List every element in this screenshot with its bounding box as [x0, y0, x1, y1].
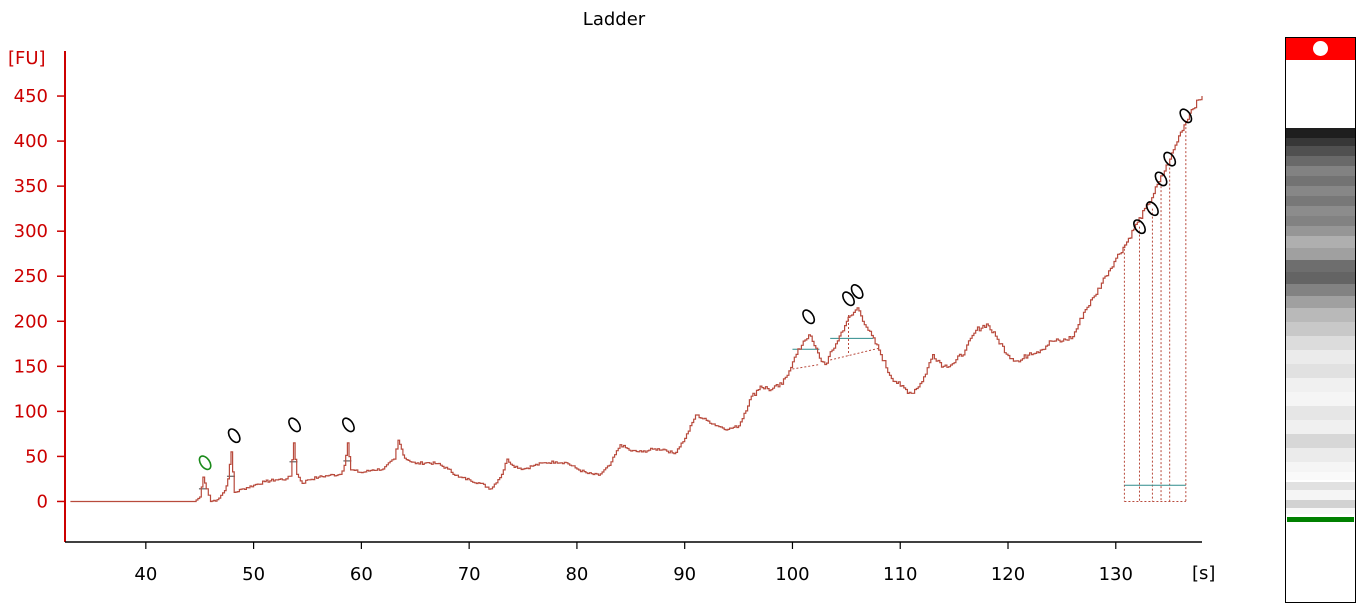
peak-marker: [341, 417, 355, 433]
trace-group: [70, 96, 1203, 503]
gel-band: [1286, 392, 1355, 406]
peak-marker: [842, 291, 855, 307]
gel-band: [1286, 296, 1355, 308]
gel-band: [1286, 272, 1355, 284]
gel-band: [1286, 128, 1355, 138]
gel-band: [1286, 378, 1355, 392]
electropherogram-plot: Ladder [FU] [s] 050100150200250300350400…: [8, 9, 1215, 585]
gel-band: [1286, 248, 1355, 260]
peak-annotations: [198, 123, 1187, 502]
peak-marker: [288, 417, 302, 433]
chart-title: Ladder: [583, 9, 646, 30]
gel-band: [1286, 336, 1355, 350]
y-axis-label: [FU]: [8, 48, 46, 69]
peak-marker: [802, 309, 816, 325]
x-tick-label: 50: [242, 564, 265, 585]
y-tick-label: 0: [37, 491, 48, 512]
x-tick-label: 130: [1099, 564, 1133, 585]
gel-band: [1286, 206, 1355, 216]
x-tick-label: 40: [134, 564, 157, 585]
gel-band: [1286, 260, 1355, 272]
y-tick-label: 400: [14, 131, 48, 152]
y-ticks: 0 50 100 150 200 250 300 350 400 450: [14, 86, 65, 512]
peak-marker: [850, 284, 864, 300]
peak-marker: [1179, 108, 1193, 124]
peak-marker: [1133, 219, 1146, 235]
x-tick-label: 100: [775, 564, 809, 585]
x-tick-label: 60: [350, 564, 373, 585]
gel-band: [1286, 308, 1355, 322]
gel-band: [1286, 216, 1355, 226]
gel-band: [1286, 196, 1355, 206]
peak-marker: [1145, 201, 1159, 217]
gel-band: [1286, 350, 1355, 364]
gel-lower-marker: [1287, 517, 1354, 522]
gel-band: [1286, 156, 1355, 166]
peak-marker: [198, 455, 212, 471]
axes: [64, 51, 1202, 543]
gel-upper-marker: [1286, 38, 1355, 60]
gel-band: [1286, 508, 1355, 514]
gel-band: [1286, 146, 1355, 156]
x-tick-label: 90: [673, 564, 696, 585]
y-tick-label: 100: [14, 401, 48, 422]
x-tick-label: 80: [565, 564, 588, 585]
gel-band: [1286, 406, 1355, 420]
x-ticks: 40 50 60 70 80 90 100 110 120 130: [134, 542, 1133, 585]
x-tick-label: 110: [883, 564, 917, 585]
signal-trace: [70, 96, 1203, 503]
gel-band: [1286, 420, 1355, 434]
y-tick-label: 200: [14, 311, 48, 332]
peak-marker: [1154, 171, 1168, 187]
gel-band: [1286, 226, 1355, 236]
gel-lane: [1285, 37, 1356, 603]
gel-marker-dot: [1313, 41, 1328, 56]
gel-band: [1286, 462, 1355, 472]
y-tick-label: 50: [25, 446, 48, 467]
gel-band: [1286, 434, 1355, 448]
gel-band: [1286, 322, 1355, 336]
peak-marker: [227, 428, 241, 444]
gel-band: [1286, 176, 1355, 186]
gel-band: [1286, 186, 1355, 196]
peak-fit-line: [792, 347, 879, 370]
x-tick-label: 70: [458, 564, 481, 585]
y-tick-label: 300: [14, 221, 48, 242]
gel-band: [1286, 472, 1355, 480]
gel-band: [1286, 138, 1355, 146]
peak-markers: [198, 108, 1193, 471]
y-tick-label: 150: [14, 356, 48, 377]
gel-band: [1286, 500, 1355, 508]
gel-band: [1286, 482, 1355, 490]
x-tick-label: 120: [991, 564, 1025, 585]
gel-band: [1286, 448, 1355, 462]
y-tick-label: 250: [14, 266, 48, 287]
gel-band: [1286, 166, 1355, 176]
gel-band: [1286, 236, 1355, 248]
peak-marker: [1163, 151, 1177, 167]
gel-band: [1286, 284, 1355, 296]
y-tick-label: 450: [14, 86, 48, 107]
y-tick-label: 350: [14, 176, 48, 197]
gel-band: [1286, 490, 1355, 500]
x-axis-label: [s]: [1192, 563, 1215, 584]
gel-band: [1286, 364, 1355, 378]
